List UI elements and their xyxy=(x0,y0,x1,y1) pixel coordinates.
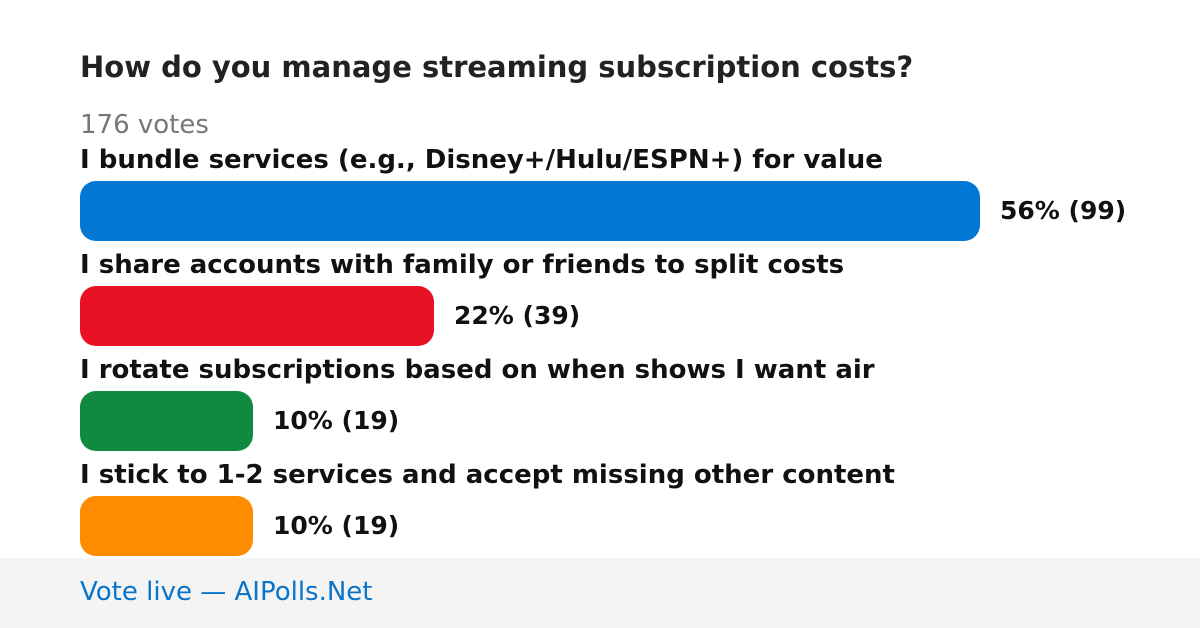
option-label: I share accounts with family or friends … xyxy=(80,250,845,280)
vote-live-link[interactable]: Vote live — AIPolls.Net xyxy=(80,577,373,607)
result-value: 22% (39) xyxy=(454,301,581,330)
poll-option[interactable]: I stick to 1-2 services and accept missi… xyxy=(80,460,1180,560)
option-label: I bundle services (e.g., Disney+/Hulu/ES… xyxy=(80,145,883,175)
result-bar[interactable] xyxy=(80,496,253,556)
option-label: I stick to 1-2 services and accept missi… xyxy=(80,460,895,490)
poll-option[interactable]: I bundle services (e.g., Disney+/Hulu/ES… xyxy=(80,145,1180,245)
result-bar[interactable] xyxy=(80,286,434,346)
poll-option[interactable]: I rotate subscriptions based on when sho… xyxy=(80,355,1180,455)
result-value: 56% (99) xyxy=(1000,196,1127,225)
poll-title: How do you manage streaming subscription… xyxy=(80,50,914,84)
footer: Vote live — AIPolls.Net xyxy=(0,558,1200,628)
result-bar[interactable] xyxy=(80,181,980,241)
vote-count: 176 votes xyxy=(80,110,209,140)
result-bar[interactable] xyxy=(80,391,253,451)
option-label: I rotate subscriptions based on when sho… xyxy=(80,355,875,385)
result-value: 10% (19) xyxy=(273,511,400,540)
result-value: 10% (19) xyxy=(273,406,400,435)
poll-option[interactable]: I share accounts with family or friends … xyxy=(80,250,1180,350)
